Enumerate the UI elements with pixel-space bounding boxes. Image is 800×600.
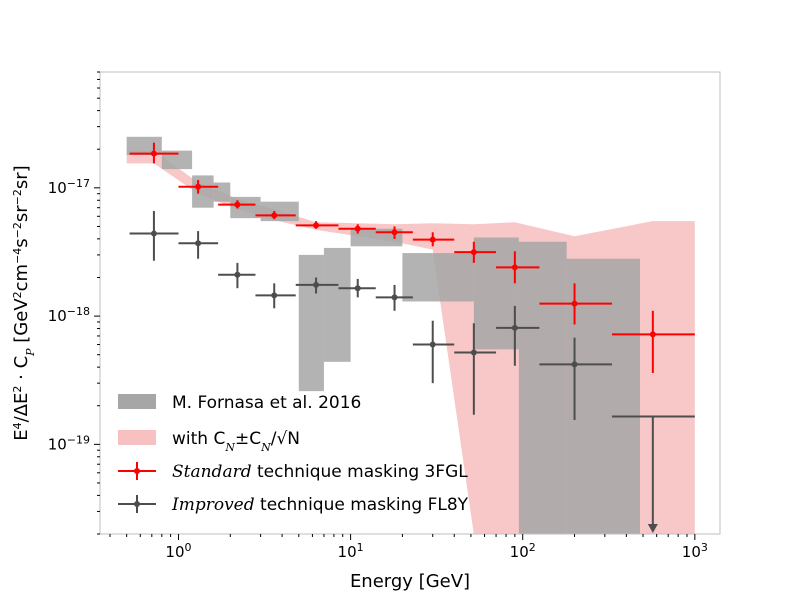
data-point — [354, 285, 361, 292]
legend-entry: Improved technique masking FL8Y — [118, 495, 469, 515]
data-point — [429, 236, 436, 243]
data-point — [470, 249, 477, 256]
fornasa-box — [260, 201, 299, 222]
fornasa-box — [566, 258, 640, 534]
legend-entry: with CN±CN/√N — [118, 429, 300, 454]
legend-label: Improved technique masking FL8Y — [171, 495, 469, 515]
legend: M. Fornasa et al. 2016 with CN±CN/√N Stand… — [118, 393, 469, 515]
improved-series — [129, 210, 695, 533]
plot-frame — [99, 71, 721, 535]
legend-label: Standard technique masking 3FGL — [172, 462, 468, 482]
data-point — [571, 361, 578, 368]
x-tick-label: 102 — [510, 541, 536, 562]
data-point — [271, 292, 278, 299]
fornasa-box — [298, 254, 324, 392]
x-axis-title: Energy [GeV] — [350, 571, 470, 592]
data-point — [354, 225, 361, 232]
data-point — [195, 183, 202, 190]
y-tick-label: 10−19 — [48, 433, 90, 454]
legend-swatch-fornasa — [118, 394, 156, 409]
series-layer — [129, 142, 695, 533]
data-point — [150, 230, 157, 237]
legend-swatch-point — [134, 468, 140, 474]
x-tick-label: 103 — [682, 541, 708, 562]
data-point — [234, 271, 241, 278]
fornasa-box — [161, 150, 193, 170]
data-point — [470, 349, 477, 356]
legend-label: with CN±CN/√N — [172, 429, 300, 454]
standard-series — [129, 142, 695, 373]
data-point — [313, 222, 320, 229]
data-point — [313, 281, 320, 288]
legend-entry: M. Fornasa et al. 2016 — [118, 393, 361, 413]
fornasa-boxes-layer — [126, 136, 640, 534]
fornasa-box — [192, 175, 214, 208]
data-point — [271, 212, 278, 219]
x-tick-label: 100 — [165, 541, 191, 562]
data-point — [511, 324, 518, 331]
y-tick-label: 10−18 — [48, 305, 90, 326]
fornasa-box — [402, 253, 474, 302]
data-point — [234, 201, 241, 208]
fornasa-box — [323, 247, 351, 362]
data-point — [511, 264, 518, 271]
data-point — [429, 341, 436, 348]
data-point — [649, 331, 656, 338]
fornasa-box — [473, 237, 519, 350]
data-point — [195, 240, 202, 247]
legend-swatch-band — [118, 430, 156, 445]
data-point — [571, 300, 578, 307]
legend-entry: Standard technique masking 3FGL — [118, 462, 468, 482]
fornasa-box — [518, 241, 567, 534]
data-point — [391, 229, 398, 236]
x-tick-label: 101 — [338, 541, 364, 562]
axes-layer: 100 101 102 103 10−19 10−18 10−17 — [48, 71, 708, 562]
fornasa-box — [213, 182, 231, 202]
y-tick-label: 10−17 — [48, 176, 90, 197]
y-axis-title: E4/ΔE2 · CP [GeV2cm−4s−2sr−2sr] — [11, 165, 37, 440]
legend-label: M. Fornasa et al. 2016 — [172, 393, 361, 413]
svg-text:E4/ΔE2 · CP [GeV2cm−4s−2sr−2sr: E4/ΔE2 · CP [GeV2cm−4s−2sr−2sr] — [11, 165, 37, 440]
data-point — [150, 150, 157, 157]
upper-limit-arrow — [647, 524, 658, 533]
data-point — [391, 294, 398, 301]
legend-swatch-point — [134, 501, 140, 507]
